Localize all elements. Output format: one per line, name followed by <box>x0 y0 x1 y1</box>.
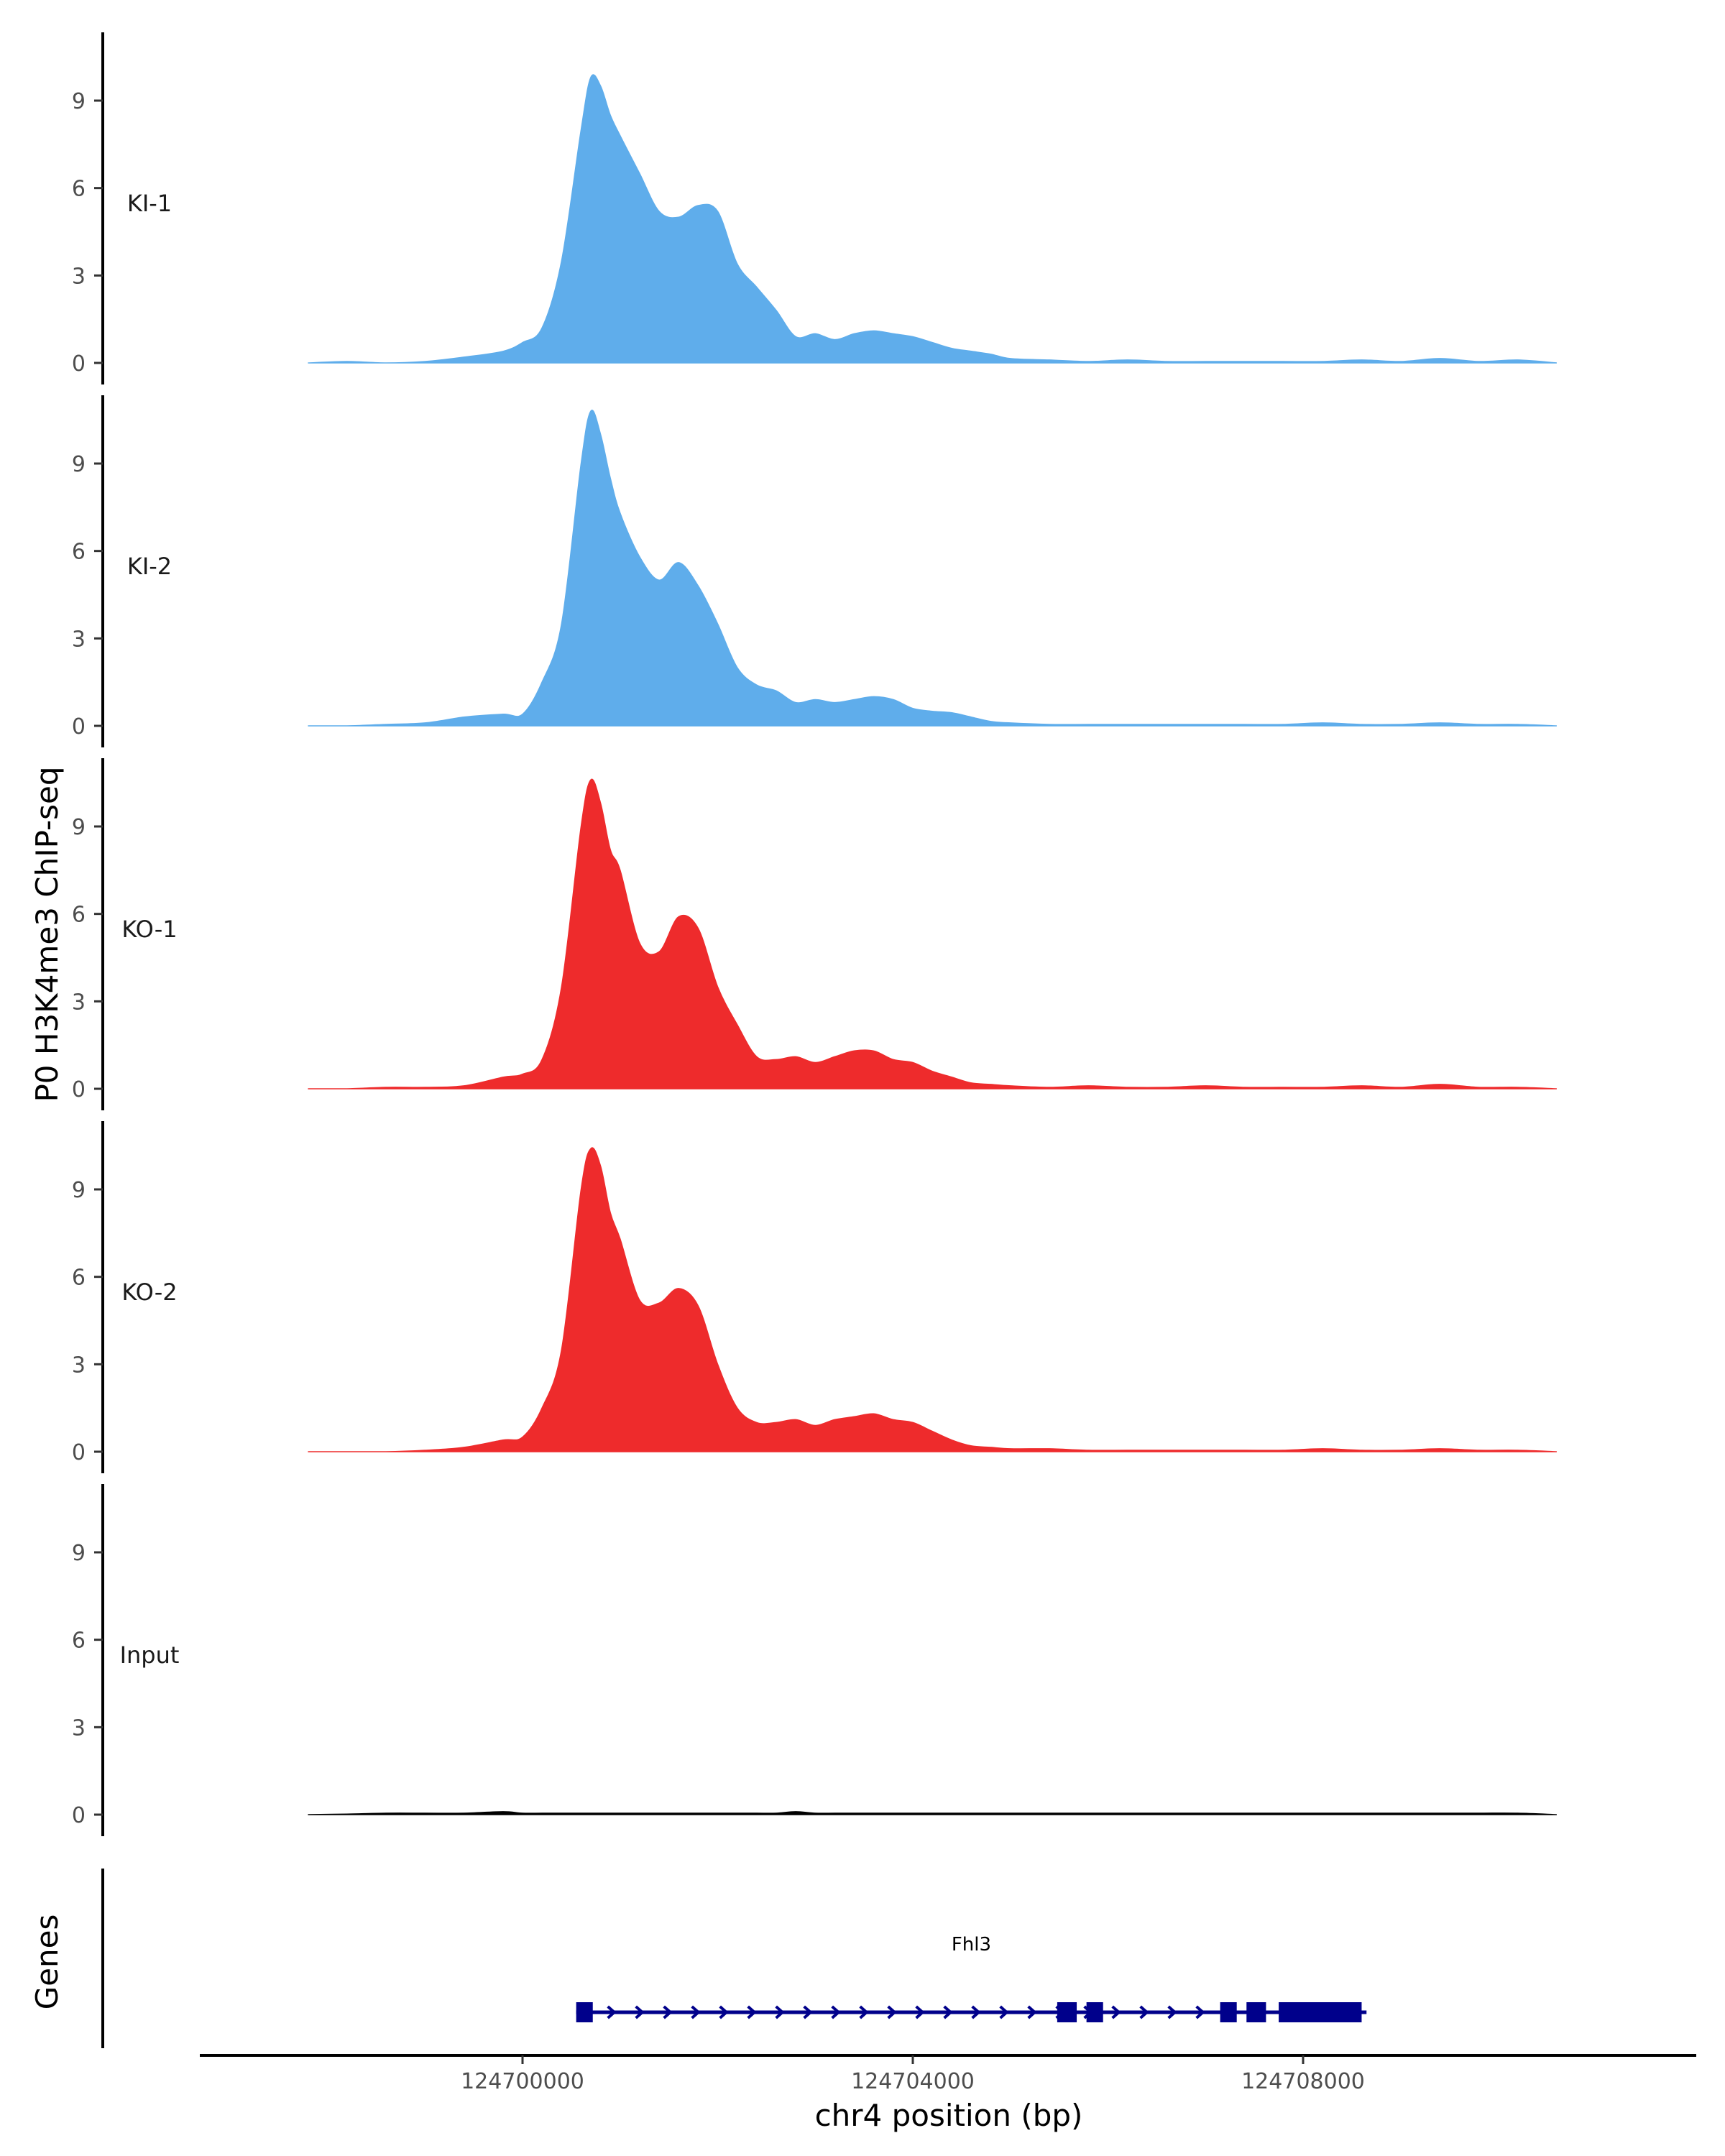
strand-arrow-icon <box>663 2005 673 2019</box>
track-label: KO-2 <box>121 1279 177 1306</box>
gene-exon <box>1220 2002 1237 2022</box>
track-ki-2: 0 3 6 9 KI-2 <box>72 395 1557 747</box>
strand-arrow-icon <box>915 2005 925 2019</box>
signal-area-ko-1 <box>308 778 1557 1089</box>
strand-arrow-icon <box>1139 2005 1149 2019</box>
track-label: KI-1 <box>127 190 172 217</box>
track-ko-1: 0 3 6 9 KO-1 <box>72 758 1557 1110</box>
strand-arrow-icon <box>859 2005 869 2019</box>
signal-area-ki-1 <box>308 74 1557 364</box>
gene-track: Fhl3 <box>101 1869 1367 2048</box>
y-tick-label: 9 <box>72 452 86 477</box>
strand-arrow-icon <box>887 2005 897 2019</box>
gene-name-label: Fhl3 <box>952 1934 991 1955</box>
y-tick-label: 3 <box>72 264 86 289</box>
x-tick-label: 124700000 <box>461 2069 584 2094</box>
strand-arrow-icon <box>607 2005 617 2019</box>
track-label: KI-2 <box>127 553 172 580</box>
gene-exon <box>576 2002 593 2022</box>
y-tick-label: 6 <box>72 903 86 928</box>
x-tick-label: 124708000 <box>1241 2069 1365 2094</box>
y-tick-label: 3 <box>72 1353 86 1378</box>
signal-area-ko-2 <box>308 1147 1557 1452</box>
gene-exon <box>1246 2002 1266 2022</box>
y-tick-label: 9 <box>72 1541 86 1566</box>
track-label: KO-1 <box>121 916 177 943</box>
track-ki-1: 0 3 6 9 KI-1 <box>72 32 1557 384</box>
strand-arrow-icon <box>999 2005 1009 2019</box>
y-axis-title: P0 H3K4me3 ChIP-seq <box>29 766 65 1102</box>
strand-arrow-icon <box>943 2005 953 2019</box>
strand-arrow-icon <box>1167 2005 1177 2019</box>
y-tick-label: 9 <box>72 1178 86 1203</box>
strand-arrow-icon <box>747 2005 757 2019</box>
y-tick-label: 3 <box>72 1715 86 1741</box>
strand-arrow-icon <box>1027 2005 1037 2019</box>
strand-arrow-icon <box>635 2005 645 2019</box>
track-input: 0 3 6 9 Input <box>72 1484 1557 1836</box>
y-tick-label: 6 <box>72 177 86 202</box>
signal-area-ki-2 <box>308 410 1557 727</box>
strand-arrow-icon <box>719 2005 729 2019</box>
y-tick-label: 0 <box>72 714 86 740</box>
strand-arrow-icon <box>971 2005 981 2019</box>
y-tick-label: 9 <box>72 89 86 114</box>
y-tick-label: 0 <box>72 351 86 377</box>
y-tick-label: 6 <box>72 540 86 565</box>
x-tick-label: 124704000 <box>851 2069 975 2094</box>
gene-track-title: Genes <box>29 1915 65 2010</box>
y-tick-label: 0 <box>72 1803 86 1828</box>
x-axis: 124700000 124704000 124708000 <box>200 2054 1696 2094</box>
gene-exon <box>1279 2002 1362 2022</box>
strand-arrow-icon <box>1195 2005 1205 2019</box>
track-label: Input <box>120 1641 180 1669</box>
y-tick-label: 0 <box>72 1440 86 1465</box>
gene-exon <box>1057 2002 1077 2022</box>
gene-exon <box>1086 2002 1103 2022</box>
x-axis-title: chr4 position (bp) <box>815 2098 1083 2133</box>
y-tick-label: 0 <box>72 1077 86 1102</box>
y-tick-label: 6 <box>72 1628 86 1654</box>
strand-arrow-icon <box>831 2005 841 2019</box>
y-tick-label: 3 <box>72 990 86 1015</box>
y-tick-label: 6 <box>72 1266 86 1291</box>
strand-arrow-icon <box>691 2005 701 2019</box>
y-tick-label: 9 <box>72 815 86 840</box>
signal-area-input <box>308 1811 1557 1815</box>
strand-arrow-icon <box>775 2005 785 2019</box>
signal-tracks: 0 3 6 9 KI-1 0 3 6 9 KI-2 0 3 6 9 KO-1 0 3 6 9 KO-2 0 3 6 9 Inpu… <box>72 32 1557 1836</box>
strand-arrow-icon <box>1111 2005 1121 2019</box>
strand-arrow-icon <box>803 2005 813 2019</box>
track-ko-2: 0 3 6 9 KO-2 <box>72 1121 1557 1473</box>
y-tick-label: 3 <box>72 627 86 652</box>
